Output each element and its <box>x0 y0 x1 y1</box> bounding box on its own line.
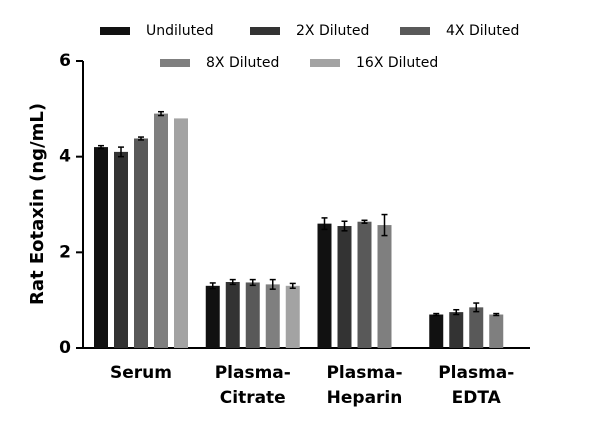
error-bar <box>433 312 440 317</box>
error-bar <box>229 278 236 286</box>
bar <box>377 225 392 348</box>
bar <box>94 147 108 348</box>
bar <box>357 221 372 348</box>
error-bar <box>209 282 216 290</box>
error-bar <box>453 308 460 316</box>
y-tick-label: 6 <box>59 51 71 71</box>
error-bar <box>158 110 164 117</box>
legend-swatch <box>250 27 280 35</box>
error-bar <box>249 278 256 287</box>
bar <box>449 312 464 348</box>
error-bar <box>289 282 296 289</box>
y-tick-label: 2 <box>59 242 71 262</box>
bar <box>265 284 280 348</box>
bar <box>245 282 260 348</box>
bar <box>317 223 332 348</box>
error-bar <box>493 312 500 317</box>
legend-label: Undiluted <box>146 23 214 39</box>
y-axis-label: Rat Eotaxin (ng/mL) <box>27 103 48 305</box>
bar <box>429 314 444 348</box>
legend-swatch <box>160 59 190 67</box>
y-tick-label: 0 <box>59 338 71 358</box>
legend-label: 16X Diluted <box>356 55 438 71</box>
error-bar <box>118 146 124 158</box>
error-bar <box>269 278 276 290</box>
bar <box>205 285 220 348</box>
x-tick-label: Plasma-EDTA <box>438 363 514 408</box>
legend-swatch <box>310 59 340 67</box>
legend-label: 2X Diluted <box>296 23 369 39</box>
bar <box>174 118 188 349</box>
error-bar <box>138 136 144 141</box>
error-bar <box>361 219 368 224</box>
bar <box>225 281 240 348</box>
bar <box>134 138 148 348</box>
error-bar <box>341 220 348 232</box>
x-tick-label: Serum <box>110 363 172 383</box>
error-bar <box>321 217 328 231</box>
bar <box>489 314 504 348</box>
bar <box>285 285 300 348</box>
x-tick-label: Plasma-Heparin <box>326 363 402 408</box>
error-bar <box>98 144 104 150</box>
bar <box>337 226 352 348</box>
error-bar <box>381 213 388 237</box>
legend-swatch <box>400 27 430 35</box>
legend-swatch <box>100 27 130 35</box>
bar <box>154 113 168 348</box>
bar <box>469 307 484 348</box>
legend-label: 4X Diluted <box>446 23 519 39</box>
bar <box>114 151 128 348</box>
error-bar <box>473 302 480 313</box>
legend-label: 8X Diluted <box>206 55 279 71</box>
y-tick-label: 4 <box>59 147 71 167</box>
x-tick-label: Plasma-Citrate <box>215 363 291 408</box>
